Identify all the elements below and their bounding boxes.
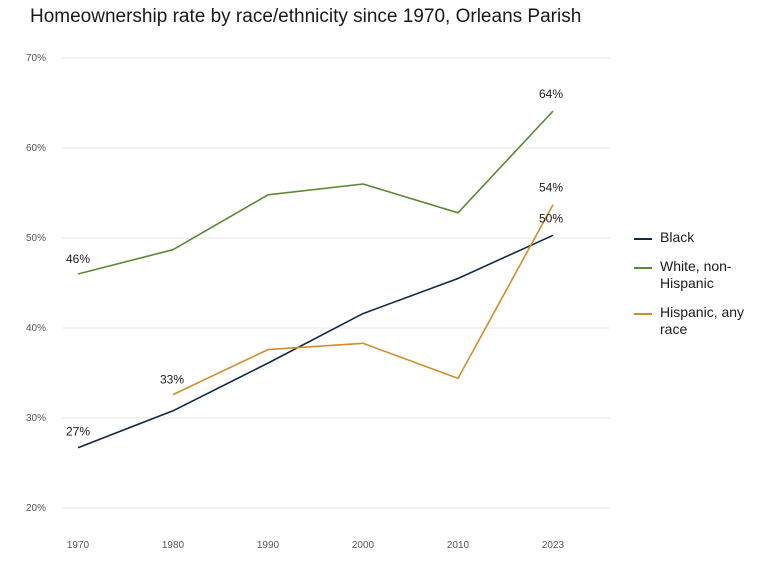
legend-item-hispanic: Hispanic, any race [634,304,768,338]
data-label: 27% [66,425,90,439]
y-tick-label: 40% [26,323,46,334]
chart-title: Homeownership rate by race/ethnicity sin… [30,6,582,27]
legend-swatch-hispanic [634,313,652,315]
series-line-1 [77,110,554,275]
data-label: 33% [160,373,184,387]
x-tick-label: 1970 [67,540,90,551]
series-line-2 [172,204,554,396]
y-tick-label: 60% [26,143,46,154]
data-label: 54% [539,181,563,195]
data-label: 46% [66,252,90,266]
y-tick-label: 20% [26,503,46,514]
y-tick-label: 30% [26,413,46,424]
legend-label-white: White, non-Hispanic [660,258,732,291]
legend-swatch-white [634,267,652,269]
legend-item-white: White, non-Hispanic [634,258,768,292]
data-label: 64% [539,87,563,101]
x-tick-label: 2010 [447,540,470,551]
legend-item-black: Black [634,229,768,246]
data-label: 50% [539,211,563,225]
series-line-0 [77,234,554,449]
legend-label-hispanic: Hispanic, any race [660,304,745,337]
legend-label-black: Black [660,229,695,245]
x-tick-label: 2000 [352,540,375,551]
y-tick-label: 50% [26,233,46,244]
x-tick-label: 1980 [162,540,185,551]
y-tick-label: 70% [26,53,46,64]
legend: Black White, non-Hispanic Hispanic, any … [634,229,768,350]
x-tick-label: 1990 [257,540,280,551]
x-tick-label: 2023 [542,540,565,551]
legend-swatch-black [634,238,652,240]
